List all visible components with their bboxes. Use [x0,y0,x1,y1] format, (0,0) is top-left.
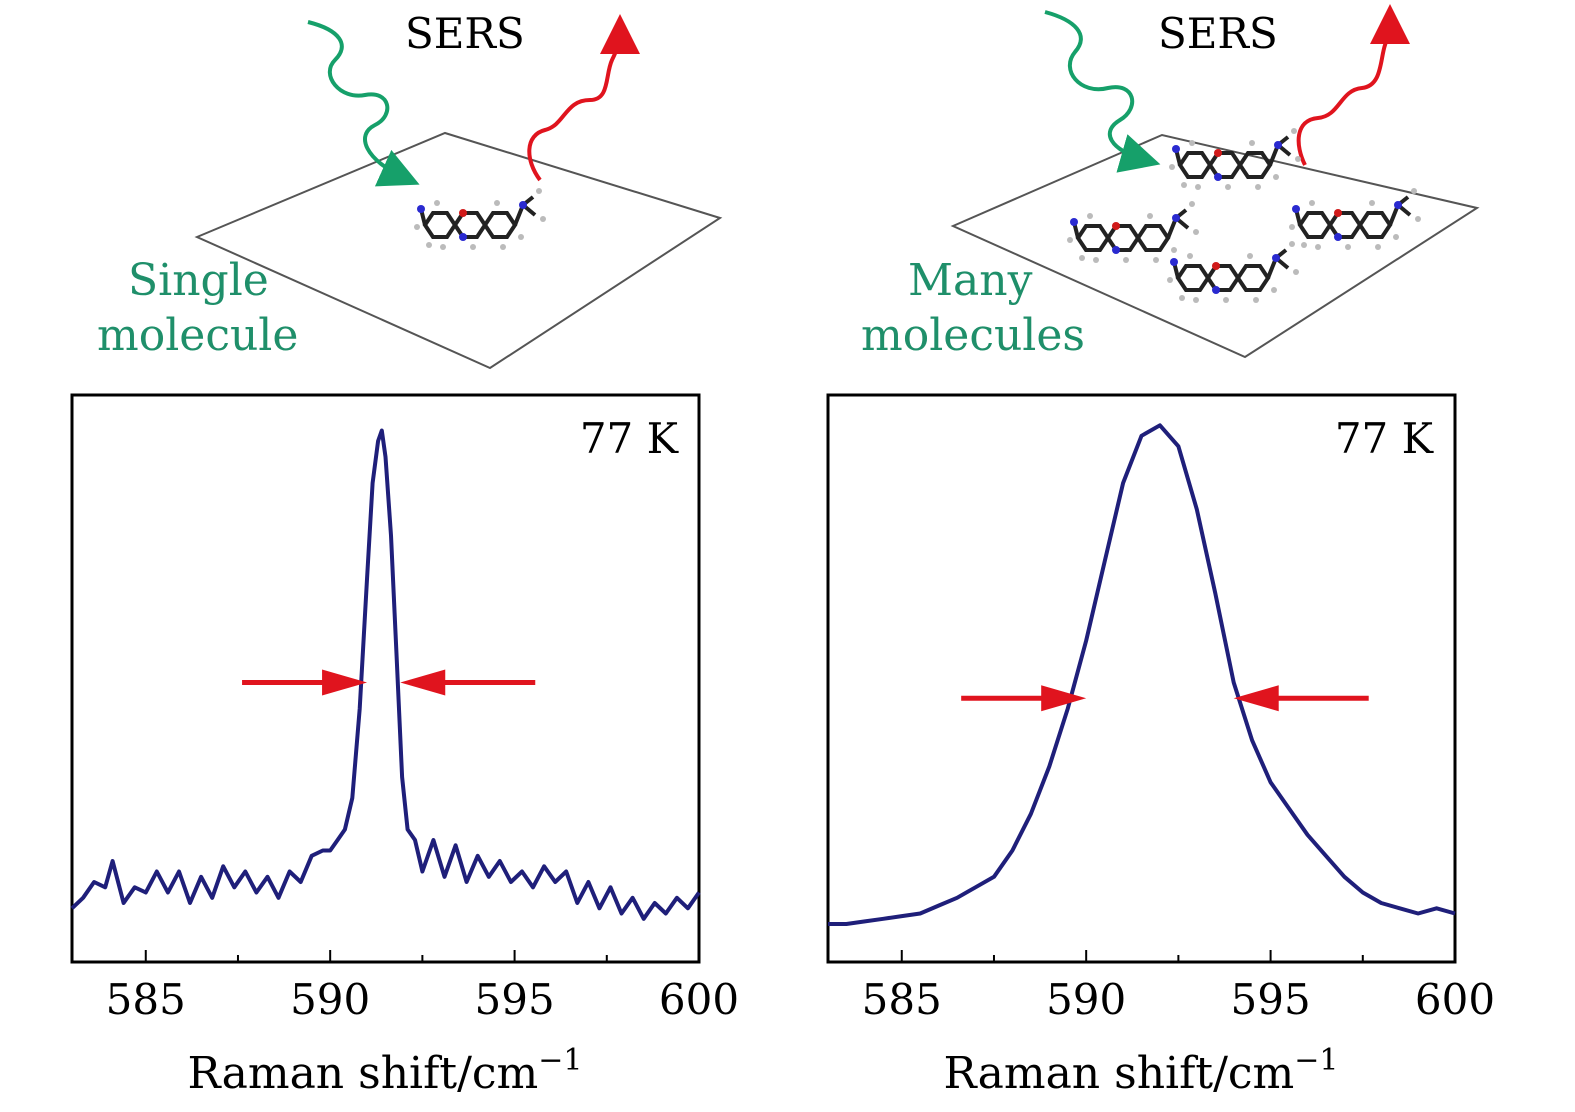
scattered-wave-icon [1296,4,1410,166]
molecule-icon [412,186,548,252]
spectrum-chart-many: 585 590 595 600 77 K Raman shift/cm−1 [826,393,1495,1099]
x-tick-label: 595 [1231,975,1311,1024]
series-line [828,423,1456,926]
x-axis-label: Raman shift/cm−1 [943,1043,1338,1099]
x-ticks [144,950,700,962]
illustration-many: SERS Many molecules [861,4,1480,361]
x-tick-label: 590 [1046,975,1126,1024]
illustration-single: SERS Single molecule [97,9,723,370]
x-tick-label: 595 [475,975,555,1024]
sers-label: SERS [1158,9,1278,58]
x-tick-labels: 585 590 595 600 [862,975,1495,1024]
x-tick-label: 600 [1415,975,1495,1024]
incident-wave-icon [1044,10,1161,173]
x-ticks [900,950,1456,962]
temperature-annotation: 77 K [1335,414,1435,463]
temperature-annotation: 77 K [580,414,680,463]
fwhm-arrowhead-left [1041,685,1087,712]
sample-label-line2: molecule [97,310,298,361]
plot-frame [70,393,701,964]
x-tick-label: 585 [862,975,942,1024]
sample-label-line1: Single [128,255,269,306]
molecule-icon [1287,186,1423,252]
molecule-icon [1065,199,1201,265]
molecule-icon [1167,126,1303,192]
sample-label-line2: molecules [861,310,1085,361]
spectrum-chart-single: 585 590 595 600 77 K Raman shift/cm−1 [70,393,739,1099]
x-tick-label: 585 [106,975,186,1024]
incident-wave-icon [307,20,420,187]
x-axis-label: Raman shift/cm−1 [187,1043,582,1099]
fwhm-arrowhead-left [322,669,368,696]
substrate-plane [194,131,723,370]
plot-frame [826,393,1457,964]
series-line [70,428,701,921]
x-tick-label: 600 [659,975,739,1024]
sers-label: SERS [405,9,525,58]
fwhm-arrowhead-right [1233,685,1279,712]
x-tick-labels: 585 590 595 600 [106,975,739,1024]
fwhm-arrowhead-right [400,669,446,696]
molecule-icon [1165,239,1301,305]
x-tick-label: 590 [290,975,370,1024]
substrate-plane [950,133,1480,359]
sample-label-line1: Many [908,255,1033,306]
scattered-wave-icon [527,14,640,182]
